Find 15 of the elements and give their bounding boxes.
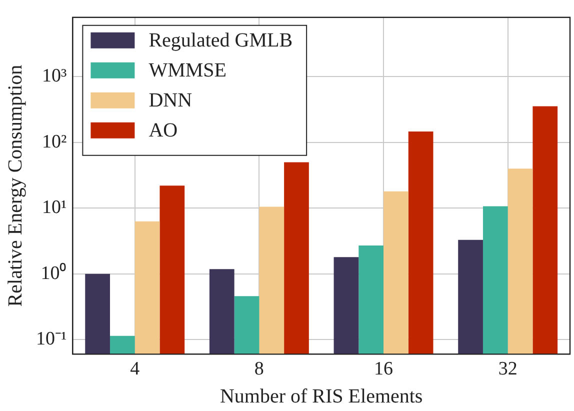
x-tick-label: 32 (498, 358, 518, 380)
x-tick-label: 8 (254, 358, 264, 380)
legend-label: Regulated GMLB (148, 30, 293, 52)
y-tick-label: 10² (42, 131, 67, 152)
x-tick-label: 16 (374, 358, 394, 380)
legend-label: AO (148, 120, 178, 142)
y-tick-label: 10¹ (42, 197, 67, 218)
y-axis-title: Relative Energy Consumption (4, 64, 26, 307)
x-tick-label: 4 (130, 358, 140, 380)
legend-label: DNN (148, 90, 192, 112)
y-tick-label: 10³ (42, 66, 67, 87)
y-tick-label: 10⁰ (40, 262, 67, 284)
y-tick-label: 10⁻¹ (36, 328, 67, 350)
legend-label: WMMSE (148, 60, 226, 82)
x-axis-title: Number of RIS Elements (220, 385, 423, 408)
